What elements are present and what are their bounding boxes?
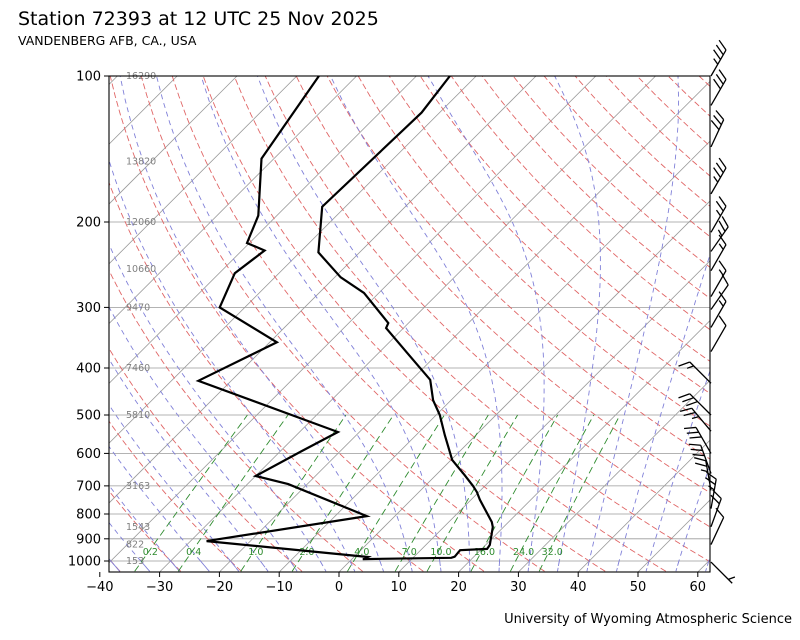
svg-text:4.0: 4.0 [354, 547, 369, 558]
temperature-axis: −40 −30 −20 −10 0 10 20 30 40 50 60 [86, 572, 706, 595]
svg-text:1.0: 1.0 [248, 547, 263, 558]
wind-barb [688, 443, 712, 474]
svg-text:300: 300 [76, 301, 101, 316]
svg-text:10: 10 [391, 580, 408, 595]
svg-text:60: 60 [690, 580, 707, 595]
wind-barbs [678, 39, 736, 584]
svg-text:40: 40 [570, 580, 587, 595]
wind-barb [710, 110, 725, 148]
svg-text:1000: 1000 [68, 555, 101, 570]
svg-text:153: 153 [126, 556, 144, 567]
svg-text:20: 20 [450, 580, 467, 595]
svg-text:−40: −40 [86, 580, 113, 595]
wind-barb [710, 69, 727, 106]
mixing-ratio-labels: 0.2 0.4 1.0 2.0 4.0 7.0 10.0 16.0 24.0 32.0 [143, 547, 563, 558]
svg-text:822: 822 [126, 540, 144, 551]
wind-barb [710, 234, 727, 272]
svg-text:24.0: 24.0 [513, 547, 534, 558]
svg-text:400: 400 [76, 361, 101, 376]
svg-text:900: 900 [76, 532, 101, 547]
wind-barb [710, 489, 722, 527]
wind-barb [710, 507, 725, 545]
svg-text:2.0: 2.0 [299, 547, 314, 558]
svg-text:600: 600 [76, 447, 101, 462]
svg-text:30: 30 [510, 580, 527, 595]
wind-barb [705, 471, 717, 509]
svg-text:700: 700 [76, 479, 101, 494]
svg-text:13820: 13820 [126, 156, 156, 167]
wind-barb [679, 407, 712, 432]
svg-text:9470: 9470 [126, 302, 150, 313]
wind-barb [694, 457, 712, 491]
svg-text:500: 500 [76, 409, 101, 424]
svg-text:5810: 5810 [126, 410, 150, 421]
credit-footer: University of Wyoming Atmospheric Scienc… [504, 612, 792, 627]
temperature-line [317, 76, 494, 561]
page-title: Station 72393 at 12 UTC 25 Nov 2025 [18, 8, 379, 30]
pressure-axis: 100 200 300 400 500 600 700 800 900 1000 [68, 70, 109, 570]
svg-text:0: 0 [335, 580, 343, 595]
svg-text:−10: −10 [265, 580, 292, 595]
wind-barb [710, 39, 727, 77]
isotherms [109, 76, 710, 572]
wind-barb [678, 361, 712, 384]
svg-text:32.0: 32.0 [542, 547, 563, 558]
wind-barb [710, 274, 729, 310]
dewpoint-line [195, 76, 372, 560]
svg-text:−20: −20 [206, 580, 233, 595]
dry-adiabats [109, 76, 710, 572]
svg-text:10660: 10660 [126, 264, 156, 275]
mixing-ratio-lines [134, 414, 621, 572]
svg-text:0.4: 0.4 [186, 547, 201, 558]
svg-text:10.0: 10.0 [430, 547, 451, 558]
svg-text:100: 100 [76, 70, 101, 85]
wind-barb [710, 561, 736, 584]
svg-text:16.0: 16.0 [474, 547, 495, 558]
wind-barb [678, 393, 712, 416]
svg-text:50: 50 [630, 580, 647, 595]
wind-barb [683, 426, 712, 454]
svg-text:7460: 7460 [126, 363, 150, 374]
wind-barb [710, 291, 727, 328]
svg-text:0.2: 0.2 [143, 547, 158, 558]
svg-text:200: 200 [76, 215, 101, 230]
svg-text:−30: −30 [146, 580, 173, 595]
svg-text:800: 800 [76, 507, 101, 522]
wind-barb [710, 216, 729, 252]
svg-text:1543: 1543 [126, 522, 150, 533]
svg-text:12060: 12060 [126, 217, 156, 228]
plot-frame [108, 75, 711, 573]
wind-barb [710, 157, 727, 195]
svg-text:7.0: 7.0 [402, 547, 417, 558]
station-subtitle: VANDENBERG AFB, CA., USA [18, 33, 197, 48]
svg-text:3163: 3163 [126, 481, 150, 492]
wind-barb [710, 196, 727, 233]
moist-adiabats [109, 76, 710, 572]
isobars [109, 76, 710, 562]
wind-barb [710, 315, 727, 352]
